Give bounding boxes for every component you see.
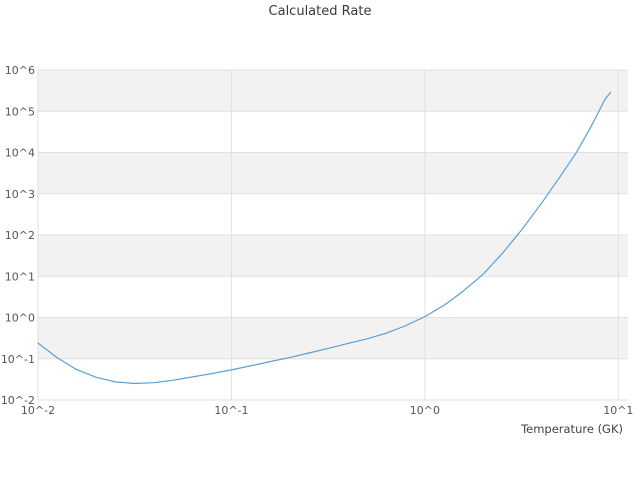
x-axis-label: Temperature (GK)	[521, 422, 623, 436]
decade-band	[38, 152, 628, 194]
decade-band	[38, 317, 628, 359]
y-tick-label: 10^-2	[1, 394, 35, 407]
x-tick-label: 10^-2	[21, 404, 55, 417]
rate-series-line	[37, 91, 612, 385]
y-tick-label: 10^-1	[1, 353, 35, 366]
y-tick-label: 10^5	[5, 105, 35, 118]
x-tick-label: 10^-1	[214, 404, 248, 417]
chart-title: Calculated Rate	[268, 4, 372, 19]
y-tick-label: 10^3	[5, 188, 35, 201]
y-tick-label: 10^2	[5, 229, 35, 242]
y-tick-label: 10^1	[5, 270, 35, 283]
y-tick-label: 10^4	[5, 147, 35, 160]
x-tick-label: 10^0	[410, 404, 440, 417]
x-tick-label: 10^1	[603, 404, 633, 417]
decade-band	[38, 235, 628, 277]
y-tick-label: 10^6	[5, 64, 35, 77]
y-tick-label: 10^0	[5, 312, 35, 325]
decade-band	[38, 70, 628, 112]
